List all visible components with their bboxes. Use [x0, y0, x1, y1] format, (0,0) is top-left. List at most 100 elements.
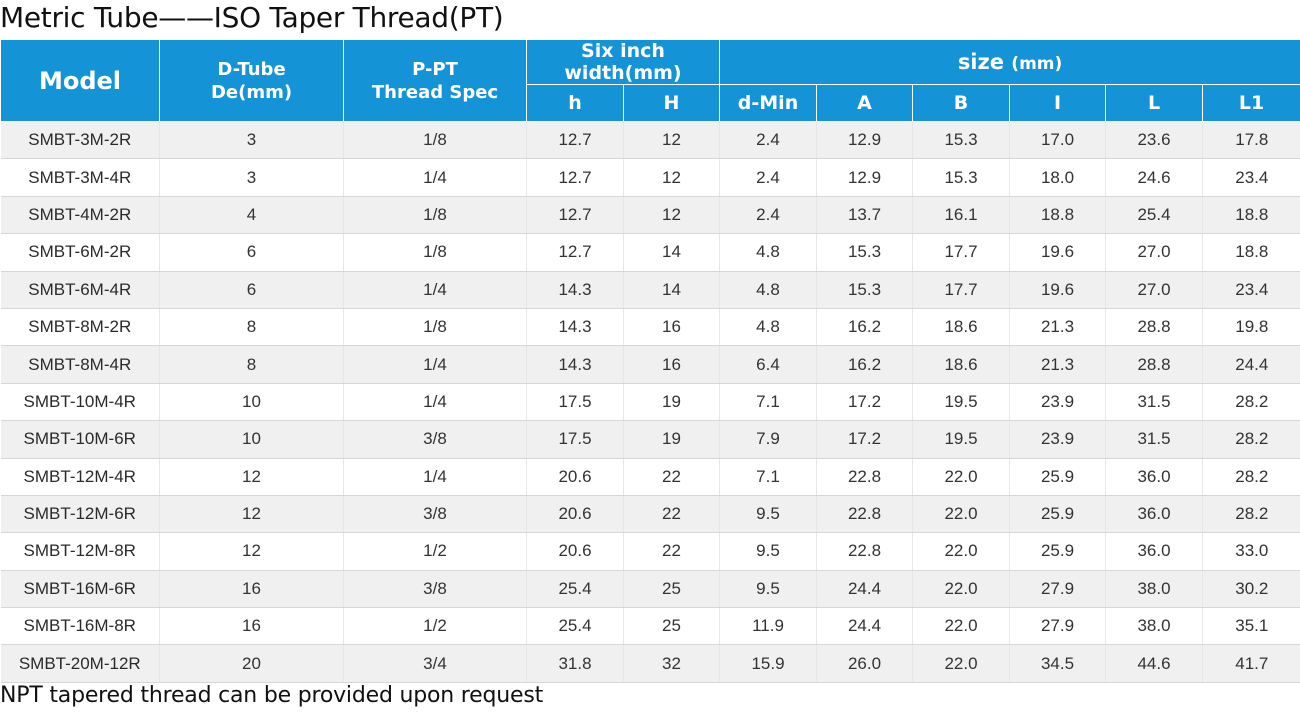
- cell-h: 25.4: [527, 570, 624, 607]
- spec-table: Model D-Tube De(mm) P-PT Thread Spec Six…: [0, 39, 1300, 683]
- cell-model: SMBT-12M-4R: [1, 458, 160, 495]
- cell-d-min: 4.8: [720, 308, 817, 345]
- cell-a: 12.9: [817, 159, 913, 196]
- cell-l: 25.4: [1106, 196, 1203, 233]
- cell-l1: 17.8: [1203, 122, 1300, 159]
- cell-d-tube: 10: [160, 421, 344, 458]
- cell-H: 25: [624, 570, 720, 607]
- cell-l: 44.6: [1106, 645, 1203, 682]
- cell-H: 22: [624, 495, 720, 532]
- cell-h: 20.6: [527, 458, 624, 495]
- cell-b: 18.6: [913, 308, 1010, 345]
- cell-d-tube: 12: [160, 458, 344, 495]
- cell-b: 22.0: [913, 608, 1010, 645]
- cell-d-min: 4.8: [720, 271, 817, 308]
- cell-d-min: 2.4: [720, 196, 817, 233]
- header-h: h: [527, 85, 624, 122]
- cell-a: 13.7: [817, 196, 913, 233]
- cell-h: 14.3: [527, 271, 624, 308]
- cell-H: 22: [624, 533, 720, 570]
- cell-p-pt-thread: 3/4: [344, 645, 527, 682]
- cell-d-min: 7.1: [720, 458, 817, 495]
- cell-p-pt-thread: 1/4: [344, 383, 527, 420]
- cell-h: 17.5: [527, 421, 624, 458]
- header-d-tube-line2: De(mm): [160, 81, 343, 104]
- cell-i: 21.3: [1010, 308, 1106, 345]
- header-size-unit: (mm): [1011, 54, 1062, 74]
- cell-d-min: 7.9: [720, 421, 817, 458]
- cell-b: 22.0: [913, 458, 1010, 495]
- cell-model: SMBT-6M-2R: [1, 234, 160, 271]
- cell-a: 17.2: [817, 421, 913, 458]
- cell-l1: 35.1: [1203, 608, 1300, 645]
- cell-l: 31.5: [1106, 421, 1203, 458]
- cell-l1: 28.2: [1203, 495, 1300, 532]
- cell-b: 17.7: [913, 271, 1010, 308]
- cell-model: SMBT-10M-4R: [1, 383, 160, 420]
- cell-i: 27.9: [1010, 570, 1106, 607]
- cell-b: 22.0: [913, 495, 1010, 532]
- cell-p-pt-thread: 1/8: [344, 122, 527, 159]
- header-d-min: d-Min: [720, 85, 817, 122]
- header-i: I: [1010, 85, 1106, 122]
- header-size-label: size: [958, 50, 1004, 74]
- cell-b: 15.3: [913, 122, 1010, 159]
- cell-model: SMBT-10M-6R: [1, 421, 160, 458]
- cell-b: 22.0: [913, 533, 1010, 570]
- cell-l1: 28.2: [1203, 383, 1300, 420]
- cell-i: 34.5: [1010, 645, 1106, 682]
- cell-h: 12.7: [527, 196, 624, 233]
- cell-a: 15.3: [817, 234, 913, 271]
- cell-l: 28.8: [1106, 308, 1203, 345]
- cell-a: 17.2: [817, 383, 913, 420]
- cell-l: 38.0: [1106, 608, 1203, 645]
- cell-l1: 18.8: [1203, 196, 1300, 233]
- cell-d-min: 9.5: [720, 570, 817, 607]
- header-d-tube: D-Tube De(mm): [160, 40, 344, 122]
- cell-H: 32: [624, 645, 720, 682]
- cell-a: 24.4: [817, 570, 913, 607]
- cell-H: 16: [624, 308, 720, 345]
- cell-d-tube: 6: [160, 271, 344, 308]
- cell-p-pt-thread: 1/2: [344, 533, 527, 570]
- cell-d-tube: 12: [160, 495, 344, 532]
- cell-a: 15.3: [817, 271, 913, 308]
- cell-l: 27.0: [1106, 271, 1203, 308]
- cell-h: 25.4: [527, 608, 624, 645]
- cell-b: 17.7: [913, 234, 1010, 271]
- cell-d-min: 15.9: [720, 645, 817, 682]
- cell-H: 16: [624, 346, 720, 383]
- cell-model: SMBT-8M-2R: [1, 308, 160, 345]
- header-six-inch-width: Six inch width(mm): [527, 40, 720, 85]
- header-l1: L1: [1203, 85, 1300, 122]
- cell-a: 22.8: [817, 533, 913, 570]
- cell-H: 12: [624, 196, 720, 233]
- cell-b: 19.5: [913, 383, 1010, 420]
- cell-b: 22.0: [913, 570, 1010, 607]
- cell-H: 22: [624, 458, 720, 495]
- cell-H: 14: [624, 271, 720, 308]
- cell-b: 22.0: [913, 645, 1010, 682]
- cell-d-tube: 10: [160, 383, 344, 420]
- header-H: H: [624, 85, 720, 122]
- cell-h: 31.8: [527, 645, 624, 682]
- cell-H: 25: [624, 608, 720, 645]
- cell-i: 23.9: [1010, 383, 1106, 420]
- cell-H: 19: [624, 383, 720, 420]
- cell-H: 12: [624, 122, 720, 159]
- cell-p-pt-thread: 3/8: [344, 570, 527, 607]
- header-l: L: [1106, 85, 1203, 122]
- cell-a: 22.8: [817, 495, 913, 532]
- cell-l: 36.0: [1106, 458, 1203, 495]
